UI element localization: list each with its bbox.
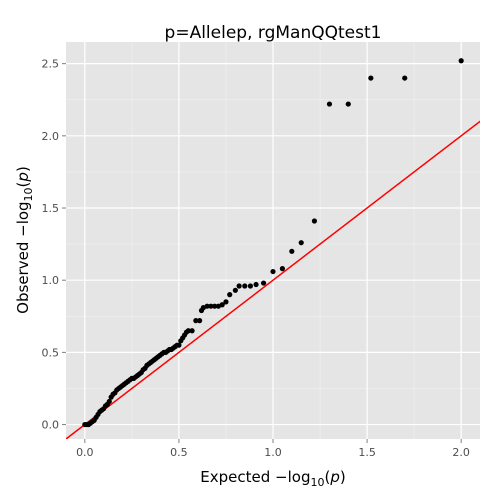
data-point bbox=[458, 58, 464, 64]
x-tick-label: 1.0 bbox=[264, 446, 282, 459]
data-point bbox=[289, 248, 295, 254]
data-point bbox=[219, 302, 225, 308]
data-point bbox=[236, 283, 242, 289]
data-point bbox=[311, 218, 317, 224]
data-point bbox=[247, 283, 254, 289]
data-point bbox=[208, 303, 214, 309]
y-tick-label: 1.0 bbox=[42, 274, 60, 287]
data-point bbox=[242, 283, 248, 289]
y-axis-ticks: 0.0 0.5 1.0 1.5 2.0 2.5 bbox=[42, 58, 66, 432]
y-axis-title-open: ( bbox=[14, 182, 32, 188]
data-point bbox=[279, 266, 286, 272]
data-point bbox=[345, 101, 351, 107]
y-axis-title-prefix: Observed −log bbox=[14, 201, 32, 313]
x-axis-title-close: ) bbox=[340, 468, 346, 486]
data-point bbox=[106, 398, 112, 405]
data-point bbox=[298, 240, 304, 246]
y-tick-label: 0.0 bbox=[42, 419, 60, 432]
y-axis-title-subscript: 10 bbox=[22, 187, 35, 201]
data-point bbox=[176, 342, 182, 348]
data-point bbox=[368, 75, 374, 81]
data-point bbox=[260, 280, 267, 286]
data-point bbox=[402, 75, 408, 81]
x-tick-label: 1.5 bbox=[358, 446, 376, 459]
x-axis-title-variable: p bbox=[329, 468, 340, 486]
data-point bbox=[204, 303, 210, 309]
x-axis-title-prefix: Expected −log bbox=[200, 468, 310, 486]
y-tick-label: 1.5 bbox=[42, 202, 60, 215]
x-axis-ticks: 0.0 0.5 1.0 1.5 2.0 bbox=[76, 439, 470, 459]
x-tick-label: 0.0 bbox=[76, 446, 94, 459]
y-tick-label: 0.5 bbox=[42, 346, 60, 359]
data-point bbox=[193, 318, 199, 324]
chart-title: p=Allelep, rgManQQtest1 bbox=[165, 23, 382, 43]
data-point bbox=[232, 287, 238, 293]
data-points bbox=[82, 58, 464, 428]
y-axis-title-variable: p bbox=[14, 172, 32, 183]
x-tick-label: 0.5 bbox=[170, 446, 188, 459]
data-point bbox=[326, 101, 333, 107]
y-axis-title-close: ) bbox=[14, 166, 32, 172]
x-tick-label: 2.0 bbox=[452, 446, 470, 459]
major-grid bbox=[66, 42, 480, 439]
data-point bbox=[185, 328, 191, 334]
data-point bbox=[227, 292, 233, 298]
y-axis-title: Observed −log10(p) bbox=[14, 166, 35, 314]
x-axis-title-subscript: 10 bbox=[310, 476, 324, 489]
data-point bbox=[253, 281, 259, 288]
y-tick-label: 2.5 bbox=[42, 58, 60, 71]
data-point bbox=[223, 299, 229, 305]
data-point bbox=[197, 318, 203, 324]
x-axis-title-open: ( bbox=[324, 468, 330, 486]
data-point bbox=[270, 268, 276, 275]
y-tick-label: 2.0 bbox=[42, 130, 60, 143]
data-point bbox=[212, 303, 218, 309]
data-point bbox=[189, 328, 195, 334]
x-axis-title: Expected −log10(p) bbox=[200, 468, 345, 489]
